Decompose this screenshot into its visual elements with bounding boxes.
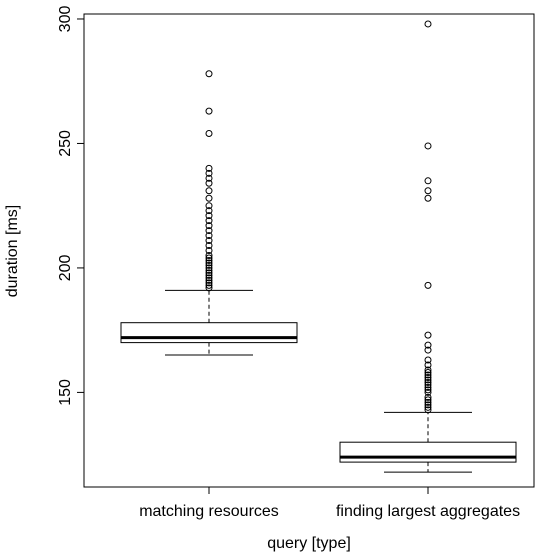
y-tick-label: 300 (57, 6, 74, 33)
x-tick-label: matching resources (139, 503, 279, 520)
outlier-point (205, 271, 213, 279)
outlier-point (205, 266, 213, 274)
outlier-point (424, 398, 432, 406)
outlier-point (205, 256, 213, 264)
outlier-point (205, 207, 213, 215)
y-axis-label: duration [ms] (4, 205, 21, 297)
x-axis-label: query [type] (267, 535, 351, 552)
outlier-point (205, 284, 213, 292)
outlier-point (424, 371, 432, 379)
outlier-point (424, 361, 432, 369)
outlier-point (205, 232, 213, 240)
outlier-point (205, 247, 213, 254)
outlier-point (205, 269, 213, 277)
box-group (339, 20, 517, 473)
outlier-point (424, 20, 432, 28)
outlier-point (424, 368, 432, 376)
outlier-point (424, 356, 432, 364)
axis-layer: 150 200 250 300 matching resources finding la… (57, 6, 535, 520)
outlier-point (205, 70, 213, 78)
outlier-point (424, 383, 432, 391)
outlier-point (205, 212, 213, 220)
outlier-point (424, 341, 432, 349)
outlier-point (424, 386, 432, 394)
outlier-point (205, 217, 213, 225)
outlier-point (205, 264, 213, 272)
outlier-point (205, 187, 213, 195)
outlier-point (424, 393, 432, 401)
outlier-point (205, 242, 213, 250)
outlier-point (205, 129, 213, 137)
plot-layer (120, 20, 517, 473)
outlier-point (424, 376, 432, 384)
outlier-point (205, 107, 213, 115)
outlier-point (424, 281, 432, 289)
outlier-point (205, 222, 213, 230)
outlier-point (205, 227, 213, 235)
outlier-point (424, 366, 432, 374)
outlier-point (205, 261, 213, 269)
outlier-point (205, 276, 213, 284)
outlier-point (205, 237, 213, 245)
outlier-point (424, 194, 432, 202)
outlier-point (424, 177, 432, 185)
y-tick-label: 150 (57, 379, 74, 406)
x-tick-label: finding largest aggregates (336, 503, 520, 520)
outlier-point (205, 279, 213, 287)
box-iqr (339, 441, 517, 463)
outlier-point (424, 401, 432, 409)
outlier-point (205, 254, 213, 262)
y-tick-label: 250 (57, 130, 74, 157)
outlier-point (424, 331, 432, 339)
box-group (120, 70, 298, 356)
outlier-point (424, 346, 432, 354)
outlier-point (205, 274, 213, 282)
outlier-point (424, 142, 432, 150)
outlier-point (205, 259, 213, 267)
outlier-point (424, 378, 432, 386)
outlier-point (205, 194, 213, 202)
outlier-point (205, 281, 213, 289)
outlier-point (424, 187, 432, 195)
outlier-point (205, 251, 213, 259)
outlier-point (424, 373, 432, 381)
outlier-point (424, 388, 432, 396)
outlier-point (205, 179, 213, 187)
outlier-point (205, 164, 213, 172)
outlier-point (205, 174, 213, 182)
outlier-point (424, 396, 432, 404)
y-tick-label: 200 (57, 254, 74, 281)
outlier-point (424, 406, 432, 414)
outlier-point (205, 202, 213, 210)
outlier-point (205, 169, 213, 177)
outlier-point (424, 403, 432, 411)
plot-frame (83, 13, 535, 488)
box-iqr (120, 322, 298, 344)
outlier-point (424, 381, 432, 389)
